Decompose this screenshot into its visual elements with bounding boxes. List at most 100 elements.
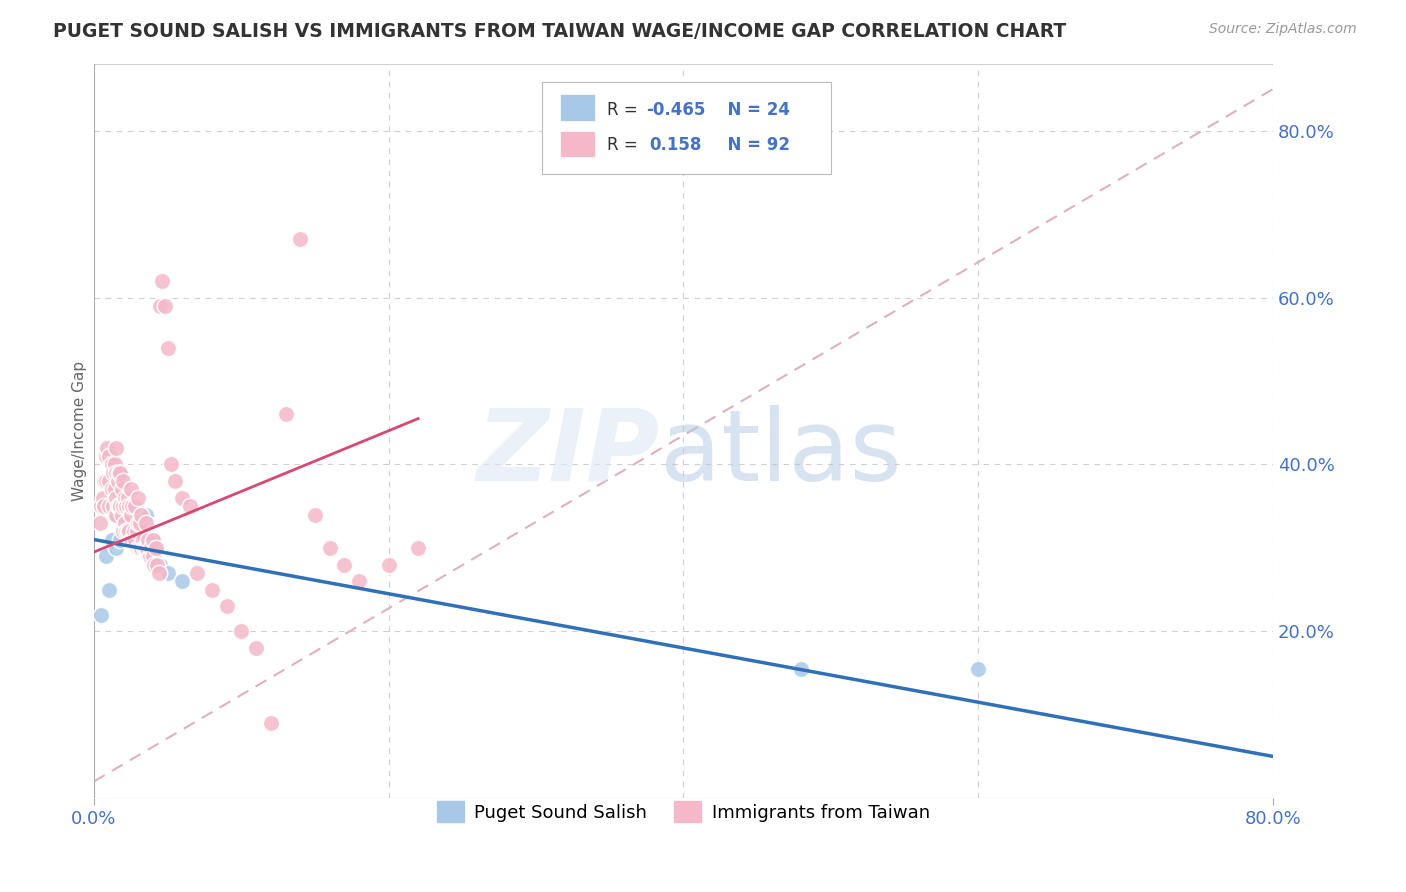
Point bbox=[333, 558, 356, 572]
Point bbox=[163, 474, 186, 488]
Point bbox=[93, 499, 115, 513]
Legend: Puget Sound Salish, Immigrants from Taiwan: Puget Sound Salish, Immigrants from Taiw… bbox=[429, 794, 938, 830]
Point bbox=[94, 474, 117, 488]
Point bbox=[139, 549, 162, 564]
Point bbox=[122, 524, 145, 539]
Point bbox=[274, 408, 297, 422]
Point bbox=[215, 599, 238, 614]
Point bbox=[148, 566, 170, 580]
Point bbox=[101, 499, 124, 513]
Point bbox=[124, 499, 146, 513]
Point bbox=[139, 533, 162, 547]
Point bbox=[125, 524, 148, 539]
Point bbox=[121, 499, 143, 513]
Bar bbox=[560, 95, 595, 120]
Point bbox=[127, 491, 149, 505]
Point bbox=[120, 533, 142, 547]
Point bbox=[94, 549, 117, 564]
FancyBboxPatch shape bbox=[541, 82, 831, 174]
Point bbox=[94, 449, 117, 463]
Point bbox=[118, 524, 141, 539]
Point bbox=[107, 499, 129, 513]
Point bbox=[103, 483, 125, 497]
Point bbox=[128, 516, 150, 530]
Point bbox=[134, 541, 156, 555]
Point bbox=[120, 524, 142, 539]
Text: atlas: atlas bbox=[659, 405, 901, 501]
Point bbox=[146, 558, 169, 572]
Text: N = 92: N = 92 bbox=[717, 136, 790, 153]
Point bbox=[120, 508, 142, 522]
Point bbox=[132, 541, 155, 555]
Point bbox=[129, 516, 152, 530]
Point bbox=[201, 582, 224, 597]
Point bbox=[105, 541, 128, 555]
Point bbox=[159, 458, 181, 472]
Point bbox=[117, 491, 139, 505]
Point bbox=[115, 524, 138, 539]
Text: R =: R = bbox=[607, 136, 648, 153]
Point bbox=[91, 491, 114, 505]
Point bbox=[90, 499, 112, 513]
Point bbox=[319, 541, 342, 555]
Text: R =: R = bbox=[607, 101, 643, 119]
Point bbox=[136, 541, 159, 555]
Text: ZIP: ZIP bbox=[477, 405, 659, 501]
Text: Source: ZipAtlas.com: Source: ZipAtlas.com bbox=[1209, 22, 1357, 37]
Point bbox=[96, 441, 118, 455]
Point bbox=[120, 508, 142, 522]
Point bbox=[138, 533, 160, 547]
Point bbox=[260, 716, 283, 731]
Point bbox=[134, 508, 156, 522]
Point bbox=[110, 533, 132, 547]
Point bbox=[145, 541, 167, 555]
Point bbox=[304, 508, 326, 522]
Point bbox=[105, 508, 128, 522]
Point bbox=[153, 299, 176, 313]
Point bbox=[97, 474, 120, 488]
Point bbox=[124, 516, 146, 530]
Point bbox=[149, 299, 172, 313]
Point bbox=[105, 441, 128, 455]
Point bbox=[406, 541, 429, 555]
Point bbox=[110, 466, 132, 480]
Point bbox=[115, 503, 138, 517]
Point bbox=[127, 541, 149, 555]
Text: -0.465: -0.465 bbox=[645, 101, 706, 119]
Point bbox=[172, 491, 194, 505]
Point bbox=[111, 483, 134, 497]
Point bbox=[108, 499, 131, 513]
Point bbox=[121, 533, 143, 547]
Point bbox=[134, 516, 156, 530]
Point bbox=[124, 533, 146, 547]
Point bbox=[112, 516, 135, 530]
Point bbox=[150, 274, 173, 288]
Point bbox=[108, 466, 131, 480]
Point bbox=[105, 466, 128, 480]
Point bbox=[128, 541, 150, 555]
Point bbox=[90, 607, 112, 622]
Point bbox=[142, 549, 165, 564]
Point bbox=[114, 516, 136, 530]
Point bbox=[129, 508, 152, 522]
Point bbox=[117, 524, 139, 539]
Point bbox=[93, 474, 115, 488]
Point bbox=[290, 232, 312, 246]
Point bbox=[97, 582, 120, 597]
Point bbox=[115, 499, 138, 513]
Point bbox=[112, 474, 135, 488]
Point bbox=[142, 533, 165, 547]
Point bbox=[231, 624, 253, 639]
Point bbox=[149, 558, 172, 572]
Point bbox=[186, 566, 208, 580]
Point bbox=[112, 499, 135, 513]
Point bbox=[114, 491, 136, 505]
Text: PUGET SOUND SALISH VS IMMIGRANTS FROM TAIWAN WAGE/INCOME GAP CORRELATION CHART: PUGET SOUND SALISH VS IMMIGRANTS FROM TA… bbox=[53, 22, 1067, 41]
Point bbox=[127, 508, 149, 522]
Point bbox=[172, 574, 194, 589]
Point bbox=[120, 483, 142, 497]
Point bbox=[127, 516, 149, 530]
Point bbox=[127, 528, 149, 542]
Point bbox=[105, 508, 128, 522]
Text: 0.158: 0.158 bbox=[650, 136, 702, 153]
